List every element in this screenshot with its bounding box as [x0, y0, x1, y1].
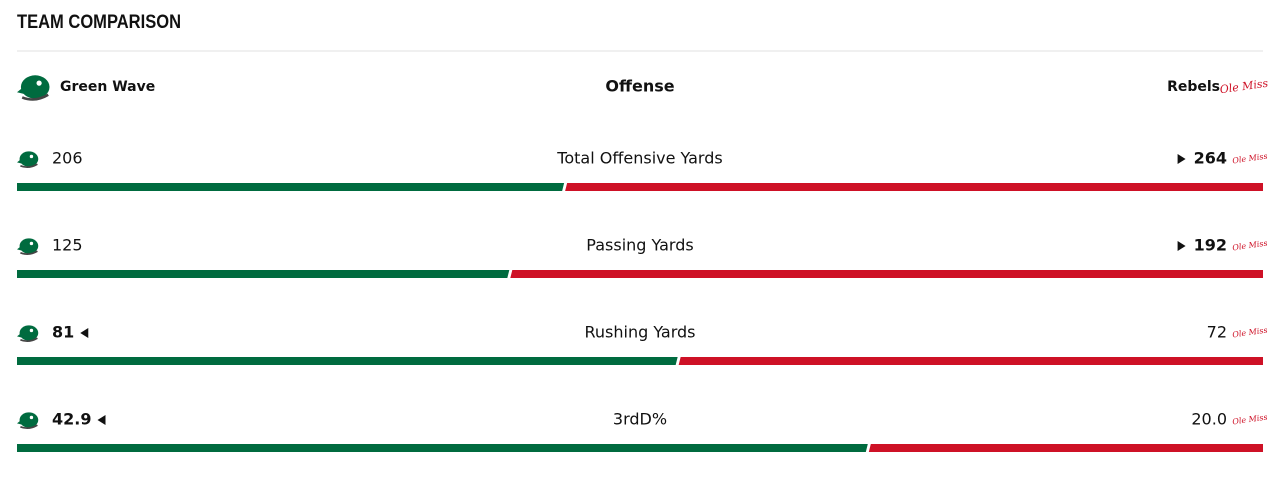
away-bar [565, 183, 1263, 191]
stat-label: 3rdD% [613, 410, 667, 429]
leader-arrow [80, 328, 89, 338]
leader-arrow [97, 415, 106, 425]
logo-shape [17, 81, 30, 95]
away-value: 20.0 [1191, 410, 1227, 429]
home-team-name: Green Wave [60, 79, 155, 95]
logo-eye [36, 80, 42, 86]
logo-shape [19, 238, 39, 254]
section-title: Offense [605, 77, 674, 96]
logo-shape [20, 163, 38, 169]
logo-shape [19, 412, 39, 428]
stat-label: Total Offensive Yards [556, 149, 722, 168]
logo-shape [17, 155, 26, 165]
logo-shape [20, 337, 38, 343]
logo-shape [19, 325, 39, 341]
logo-shape [17, 329, 26, 339]
away-value: 72 [1207, 323, 1227, 342]
logo-shape [19, 151, 39, 167]
logo-shape [17, 416, 26, 426]
stat-label: Rushing Yards [584, 323, 695, 342]
home-bar [17, 444, 868, 452]
leader-arrow [1177, 154, 1186, 164]
stat-label: Passing Yards [586, 236, 693, 255]
home-value: 125 [52, 236, 83, 255]
logo-shape [17, 242, 26, 252]
home-bar [17, 183, 565, 191]
away-value: 264 [1194, 149, 1227, 168]
away-logo: Ole Miss [1232, 239, 1268, 253]
home-value: 206 [52, 149, 83, 168]
logo-eye [29, 241, 34, 246]
home-value: 81 [52, 323, 74, 342]
away-bar [868, 444, 1263, 452]
logo-shape [20, 424, 38, 430]
home-bar [17, 270, 510, 278]
away-logo: Ole Miss [1232, 413, 1268, 427]
away-logo: Ole Miss [1232, 326, 1268, 340]
leader-arrow [1177, 241, 1186, 251]
home-bar [17, 357, 678, 365]
away-logo: Ole Miss [1219, 77, 1269, 97]
home-logo [17, 412, 39, 430]
title: TEAM COMPARISON [17, 12, 181, 33]
home-logo [17, 325, 39, 343]
logo-shape [20, 250, 38, 256]
home-value: 42.9 [52, 410, 91, 429]
away-team-name: Rebels [1167, 79, 1220, 95]
logo-eye [29, 154, 34, 159]
logo-eye [29, 328, 34, 333]
home-logo [17, 75, 50, 101]
away-bar [678, 357, 1263, 365]
home-logo [17, 151, 39, 169]
logo-shape [21, 93, 49, 101]
away-logo: Ole Miss [1232, 152, 1268, 166]
home-logo [17, 238, 39, 256]
away-bar [510, 270, 1263, 278]
logo-eye [29, 415, 34, 420]
away-value: 192 [1194, 236, 1227, 255]
logo-shape [20, 75, 50, 99]
